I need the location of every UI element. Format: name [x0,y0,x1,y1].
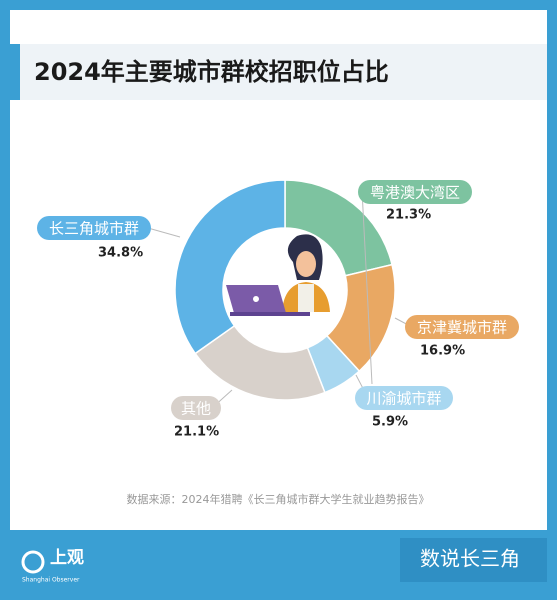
laptop-base [230,312,310,316]
logo: 上观 [50,548,84,568]
title-band [10,44,547,100]
category-label: 京津冀城市群 [417,319,507,337]
label-pill [405,315,519,339]
shirt [298,284,314,312]
label-pill [171,396,221,420]
label-pill [358,180,472,204]
face [296,251,316,277]
logo-icon [21,550,45,574]
category-label: 长三角城市群 [49,220,139,238]
value-label: 21.3% [386,208,431,223]
laptop-logo [253,296,259,302]
value-label: 34.8% [98,246,143,261]
leader-line [147,227,181,238]
value-label: 5.9% [372,415,408,430]
column-band [400,538,547,582]
value-label: 21.1% [174,425,219,440]
chart-title: 2024年主要城市群校招职位占比 [34,58,389,86]
label-pill [37,216,151,240]
category-label: 粤港澳大湾区 [370,184,460,202]
illustration [225,230,345,350]
logo-sub: Shanghai Observer [22,577,80,584]
category-label: 其他 [181,400,211,418]
column-name: 数说长三角 [420,547,520,571]
label-pill [355,386,453,410]
category-label: 川渝城市群 [366,390,441,408]
donut-slice [174,179,286,355]
labels: 粤港澳大湾区 21.3% 京津冀城市群 16.9% 川渝城市群 5.9% 其他 21.1% 长三… [37,180,519,440]
source: 数据来源：2024年猎聘《长三角城市群大学生就业趋势报告》 [127,492,430,506]
value-label: 16.9% [420,344,465,359]
title-bar [10,44,20,100]
leader-line [361,189,373,385]
